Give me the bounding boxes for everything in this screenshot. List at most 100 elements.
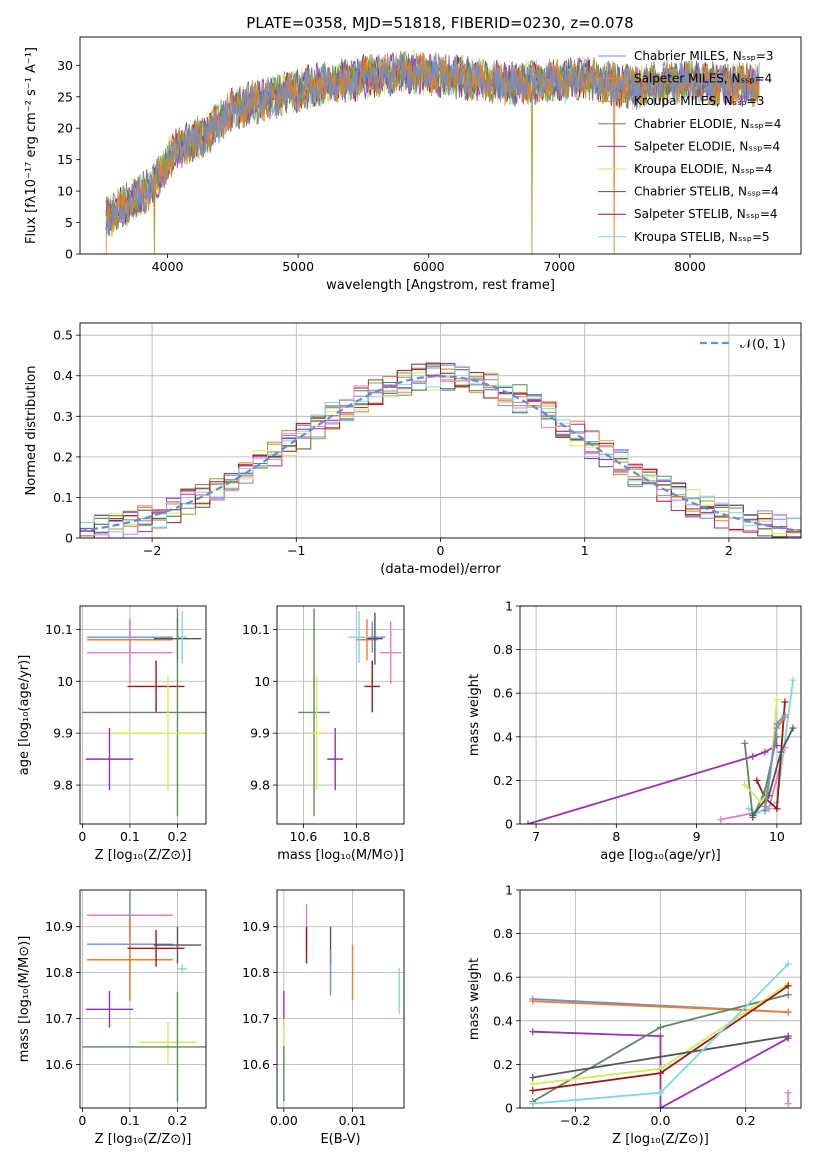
y-axis-label: mass [log₁₀(M/M⊙)] — [17, 936, 32, 1063]
legend-label: Chabrier MILES, Nₛₛₚ=3 — [634, 49, 774, 63]
x-tick-label: 0.0 — [651, 1113, 671, 1128]
x-axis-label: E(B-V) — [320, 1132, 360, 1147]
y-axis-label: age [log₁₀(age/yr)] — [17, 655, 32, 776]
weight_vs_Z-frame — [519, 889, 802, 1109]
x-tick-label: 4000 — [152, 259, 184, 274]
x-tick-label: 10.8 — [342, 829, 370, 844]
x-tick-label: 0.01 — [339, 1113, 367, 1128]
y-tick-label: 10.7 — [45, 1011, 73, 1026]
y-tick-label: 20 — [57, 121, 73, 136]
y-tick-label: 0.2 — [493, 773, 513, 788]
y-tick-label: 15 — [57, 152, 73, 167]
residuals-axes: −2 −1 0 1 2 0 0.1 0.2 0.3 0.4 0.5 (data-model)/erro… — [24, 323, 801, 577]
y-tick-label: 10.9 — [45, 919, 73, 934]
mass_vs_Z-axes: 0 0.1 0.2 10.6 10.7 10.8 10.9 Z [log₁₀(Z/Z⊙)] ma… — [17, 890, 206, 1147]
x-tick-label: −0.2 — [560, 1113, 590, 1128]
x-tick-label: 0.2 — [168, 829, 188, 844]
x-tick-label: 2 — [725, 543, 733, 558]
age_vs_Z-points — [82, 608, 206, 817]
y-tick-label: 0.8 — [493, 642, 513, 657]
y-tick-label: 10.1 — [45, 622, 73, 637]
x-tick-label: 7 — [532, 829, 540, 844]
legend-label: Chabrier STELIB, Nₛₛₚ=4 — [634, 185, 779, 199]
mass_vs_Z-frame — [79, 889, 207, 1109]
x-tick-label: 0.2 — [168, 1113, 188, 1128]
y-tick-label: 0.1 — [53, 490, 73, 505]
y-axis-label: mass weight — [467, 674, 482, 756]
residuals-frame — [79, 322, 802, 539]
mass_vs_ebv-axes: 0.00 0.01 10.6 10.7 10.8 10.9 E(B-V) — [242, 890, 404, 1147]
y-tick-label: 0.4 — [493, 729, 513, 744]
x-tick-label: 8 — [612, 829, 620, 844]
weight_vs_Z-axes: −0.2 0.0 0.2 0 0.2 0.4 0.6 0.8 1 Z [log₁₀(Z/Z⊙)] m… — [467, 883, 801, 1147]
weight_vs_Z-lines — [529, 960, 792, 1108]
panels: 4000 5000 6000 7000 8000051015202530waveleng… — [17, 36, 802, 1147]
y-tick-label: 30 — [57, 58, 73, 73]
age_vs_Z-frame — [79, 605, 207, 825]
y-tick-label: 10 — [57, 674, 73, 689]
y-tick-label: 0.4 — [53, 368, 73, 383]
y-tick-label: 0 — [65, 247, 73, 262]
y-tick-label: 9.8 — [250, 778, 270, 793]
weight-series — [532, 1000, 789, 1013]
y-tick-label: 1 — [505, 599, 513, 614]
normal-curve — [80, 375, 801, 532]
age_vs_mass-axes: 10.6 10.8 9.8 9.9 10 10.1 mass [log₁₀(M/M⊙)] — [242, 606, 404, 863]
y-tick-label: 0.5 — [53, 328, 73, 343]
spectrum-legend: Chabrier MILES, Nₛₛₚ=3 Salpeter MILES, Nₛ… — [598, 49, 781, 244]
legend-label: Kroupa STELIB, Nₛₛₚ=5 — [634, 230, 770, 244]
weight-series — [527, 744, 778, 824]
residual-histograms — [80, 362, 801, 538]
legend-label: Kroupa MILES, Nₛₛₚ=3 — [634, 94, 764, 108]
weight_vs_age-frame — [519, 605, 802, 825]
weight_vs_age-axes: 7 8 9 10 0 0.2 0.4 0.6 0.8 1 age [log₁₀(age/yr)] ma… — [467, 599, 801, 863]
x-tick-label: 6000 — [413, 259, 445, 274]
x-tick-label: 10 — [769, 829, 785, 844]
x-tick-label: 0.1 — [120, 1113, 140, 1128]
figure-title: PLATE=0358, MJD=51818, FIBERID=0230, z=0… — [246, 14, 633, 32]
y-tick-label: 0.4 — [493, 1013, 513, 1028]
mass_vs_ebv-frame — [276, 889, 405, 1109]
x-tick-label: 0.1 — [120, 829, 140, 844]
spectrum-frame — [79, 36, 802, 255]
weight-series — [532, 1035, 789, 1079]
spectrum-series — [105, 52, 760, 237]
x-axis-label: wavelength [Angstrom, rest frame] — [326, 278, 555, 293]
legend-label: Salpeter MILES, Nₛₛₚ=4 — [634, 72, 772, 86]
legend-label: 𝒩(0, 1) — [740, 336, 786, 351]
y-tick-label: 1 — [505, 883, 513, 898]
histogram-series — [80, 363, 801, 538]
x-tick-label: 0 — [437, 543, 445, 558]
mass_vs_Z-points — [82, 890, 206, 1103]
legend-label: Chabrier ELODIE, Nₛₛₚ=4 — [634, 117, 781, 131]
x-axis-label: Z [log₁₀(Z/Z⊙)] — [95, 1132, 192, 1147]
x-tick-label: 9 — [693, 829, 701, 844]
y-tick-label: 25 — [57, 89, 73, 104]
y-tick-label: 10.8 — [242, 965, 270, 980]
x-axis-label: mass [log₁₀(M/M⊙)] — [277, 848, 404, 863]
y-tick-label: 10.6 — [242, 1057, 270, 1072]
x-tick-label: 0 — [78, 829, 86, 844]
y-tick-label: 9.9 — [250, 726, 270, 741]
x-tick-label: 5000 — [282, 259, 314, 274]
y-tick-label: 0.2 — [53, 449, 73, 464]
y-tick-label: 0 — [505, 817, 513, 832]
legend-label: Salpeter ELODIE, Nₛₛₚ=4 — [634, 139, 780, 153]
y-tick-label: 0.6 — [493, 686, 513, 701]
y-tick-label: 10.6 — [45, 1057, 73, 1072]
weight-series — [748, 679, 794, 815]
x-tick-label: 8000 — [674, 259, 706, 274]
legend-label: Kroupa ELODIE, Nₛₛₚ=4 — [634, 162, 772, 176]
x-tick-label: 10.6 — [290, 829, 318, 844]
spectrum-axes: 4000 5000 6000 7000 8000 0 5 10 15 20 25 30 waveleng… — [24, 47, 706, 293]
y-tick-label: 10 — [57, 184, 73, 199]
x-tick-label: −1 — [287, 543, 305, 558]
weight-series — [744, 699, 778, 804]
y-axis-label: Flux [fλ10⁻¹⁷ erg cm⁻² s⁻¹ A⁻¹] — [24, 47, 39, 244]
y-tick-label: 0 — [505, 1101, 513, 1116]
x-tick-label: 0.2 — [736, 1113, 756, 1128]
histogram-series — [80, 375, 801, 538]
y-tick-label: 10.8 — [45, 965, 73, 980]
age_vs_mass-points — [298, 608, 402, 817]
